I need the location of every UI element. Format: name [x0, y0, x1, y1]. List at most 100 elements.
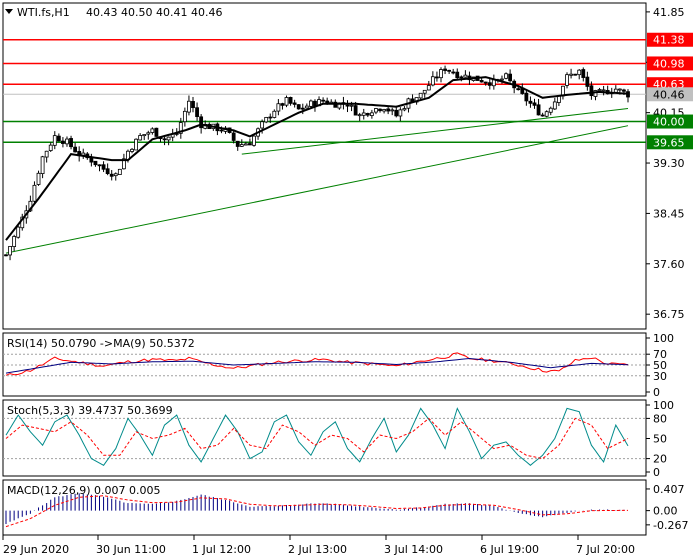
candle-body: [528, 100, 533, 104]
candle-body: [134, 138, 138, 151]
candle-body: [65, 138, 69, 145]
candle-body: [573, 73, 578, 76]
macd-signal-line: [5, 495, 628, 528]
candle-body: [345, 104, 350, 107]
candle-body: [386, 108, 391, 112]
candle-body: [182, 110, 187, 123]
candle-body: [304, 105, 309, 109]
candle-body: [150, 128, 155, 133]
candles: [4, 65, 630, 261]
candle-body: [36, 172, 41, 185]
x-tick-label: 7 Jul 20:00: [576, 543, 635, 556]
candle-body: [487, 82, 492, 86]
candle-body: [532, 102, 537, 106]
candle-body: [272, 110, 277, 118]
x-axis: 29 Jun 2020 30 Jun 11:00 1 Jul 12:00 2 Jul …: [2, 535, 635, 556]
candle-body: [577, 69, 582, 76]
candle-body: [219, 129, 224, 132]
level-label-box: [647, 114, 693, 129]
macd-axis-tick-label: 0.00: [653, 505, 678, 518]
candle-body: [569, 73, 573, 76]
candle-body: [491, 79, 496, 87]
candle-body: [548, 107, 553, 113]
candle-body: [56, 135, 61, 142]
candle-body: [69, 138, 73, 148]
x-tick-label: 3 Jul 14:00: [384, 543, 443, 556]
candle-body: [353, 105, 358, 116]
level-label: 39.65: [653, 136, 685, 149]
candle-body: [309, 100, 313, 107]
candle-body: [500, 78, 504, 81]
rsi-series-line: [5, 357, 629, 374]
candle-body: [32, 184, 37, 202]
candle-body: [166, 136, 171, 141]
candle-body: [589, 85, 594, 97]
candle-body: [199, 116, 204, 129]
candle-body: [447, 69, 452, 72]
candle-body: [48, 144, 53, 151]
last-price-box: [647, 87, 693, 102]
rsi-axis-tick-label: 30: [653, 370, 667, 383]
macd-panel-frame: [2, 479, 647, 536]
x-tick-label: 6 Jul 19:00: [480, 543, 539, 556]
candle-body: [544, 111, 549, 117]
trendline: [5, 125, 629, 254]
price-axis-tick-label: 41.85: [653, 6, 685, 19]
candle-body: [138, 135, 143, 141]
candle-body: [154, 127, 159, 137]
candle-body: [288, 96, 293, 104]
candle-body: [418, 92, 423, 99]
candle-body: [524, 92, 529, 102]
candle-body: [4, 254, 8, 257]
candle-body: [101, 164, 106, 170]
candle-body: [235, 140, 240, 147]
candle-body: [374, 108, 378, 113]
candle-body: [93, 160, 98, 166]
rsi-label: RSI(14) 50.0790 ->MA(9) 50.5372: [7, 337, 195, 350]
candle-body: [597, 89, 602, 91]
candle-body: [89, 157, 94, 163]
candle-body: [260, 121, 265, 129]
candle-body: [117, 168, 122, 175]
candle-body: [231, 132, 236, 141]
candle-body: [369, 112, 374, 116]
candle-body: [402, 108, 407, 111]
level-label-box: [647, 56, 693, 71]
candle-body: [601, 89, 606, 92]
stoch-axis-tick-label: 100: [653, 399, 674, 412]
rsi-axis-tick-label: 50: [653, 359, 667, 372]
candle-body: [357, 114, 362, 117]
candle-body: [349, 104, 354, 107]
open-value: 40.43: [86, 6, 118, 19]
candle-body: [382, 109, 386, 112]
candle-body: [426, 85, 431, 91]
stoch-axis-tick-label: 50: [653, 433, 667, 446]
stoch-axis-tick-label: 80: [653, 412, 667, 425]
collapse-arrow-icon[interactable]: [5, 9, 13, 14]
stoch-axis-tick-label: 20: [653, 453, 667, 466]
rsi-axis-tick-label: 70: [653, 348, 667, 361]
candle-body: [459, 76, 464, 79]
candle-body: [422, 89, 427, 94]
candle-body: [239, 144, 244, 147]
level-label: 40.00: [653, 116, 685, 129]
candle-body: [565, 74, 569, 86]
x-tick-label: 29 Jun 2020: [3, 543, 69, 556]
macd-axis-tick-label: -0.267: [653, 519, 688, 532]
candle-body: [195, 107, 199, 117]
rsi-axis-tick-label: 100: [653, 332, 674, 345]
candle-body: [479, 80, 484, 83]
rsi-series-line: [5, 352, 629, 376]
candle-body: [581, 69, 586, 78]
candle-body: [243, 143, 248, 146]
candle-body: [248, 143, 252, 146]
candle-body: [552, 101, 557, 110]
candle-body: [593, 90, 598, 97]
candle-body: [113, 173, 118, 177]
candle-body: [463, 74, 468, 78]
macd-label: MACD(12,26,9) 0.007 0.005: [7, 484, 161, 497]
candle-body: [61, 140, 65, 144]
